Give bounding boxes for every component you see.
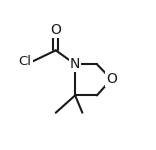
Text: O: O (50, 22, 61, 37)
Text: Cl: Cl (19, 55, 32, 68)
Text: O: O (106, 72, 117, 86)
Text: N: N (70, 57, 80, 71)
